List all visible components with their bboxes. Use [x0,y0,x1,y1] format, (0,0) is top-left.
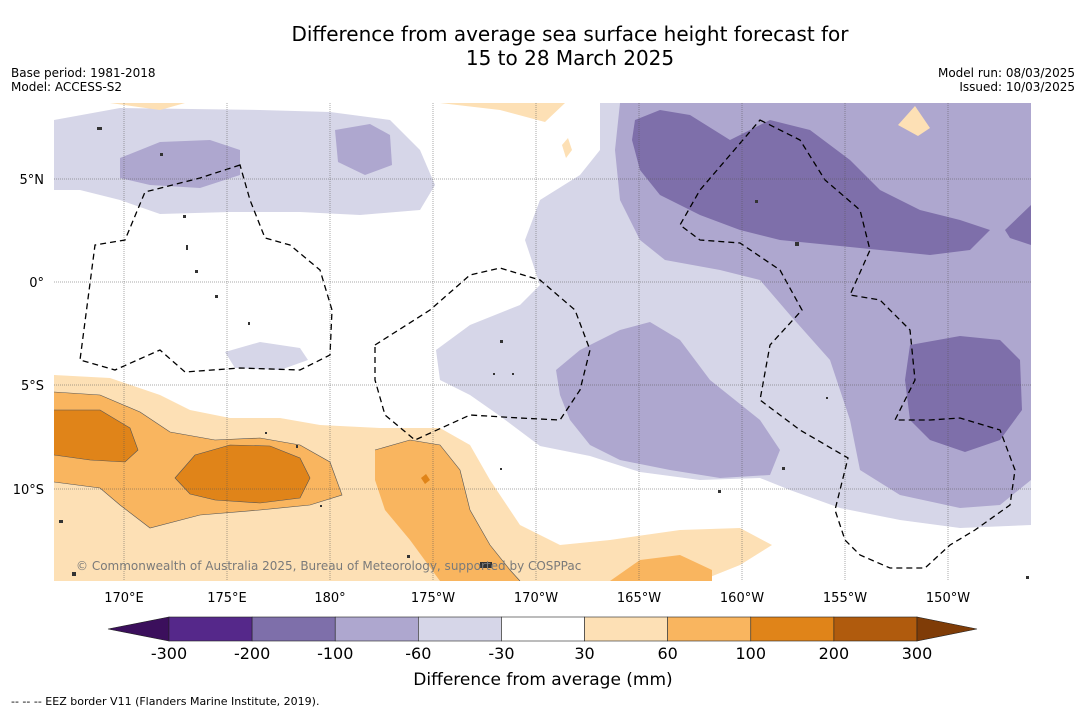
colorbar-tick-label: -100 [317,644,353,663]
colorbar-segment [833,616,918,642]
lat-label-5s: 5°S [21,379,44,394]
colorbar-tick-label: 300 [902,644,933,663]
colorbar-tick-label: -60 [405,644,431,663]
lon-label-160w: 160°W [720,591,764,606]
colorbar-title: Difference from average (mm) [413,670,672,690]
model-text: Model: ACCESS-S2 [11,80,123,94]
lat-labels: 5°N 0° 5°S 10°S [13,173,44,498]
colorbar-segment [334,616,419,642]
colorbar-segment [667,616,752,642]
colorbar-tick-label: 200 [819,644,850,663]
colorbar-segment [251,616,336,642]
model-run-text: Model run: 08/03/2025 [937,66,1075,80]
eez-legend-note: -- -- -- EEZ border V11 (Flanders Marine… [11,695,320,708]
region-dark-purple-north [632,110,990,255]
region-dark-purple-southeast [905,336,1022,452]
lon-labels: 170°E 175°E 180° 175°W 170°W 165°W 160°W… [104,591,970,606]
colorbar-segments [168,616,918,642]
region-mid-purple-island [335,124,392,175]
region-mid-purple-north [120,140,240,188]
lon-label-155w: 155°W [823,591,867,606]
lat-label-5n: 5°N [20,173,45,188]
lon-label-180: 180° [314,591,345,606]
region-dark-orange-center [175,445,310,503]
lat-label-10s: 10°S [13,483,44,498]
title-line-1: Difference from average sea surface heig… [291,22,849,46]
colorbar-segment [168,616,253,642]
colorbar-segment [584,616,668,642]
region-mid-purple-center [556,322,780,478]
lon-label-175w: 175°W [411,591,455,606]
colorbar-extend-low [107,616,170,642]
colorbar-tick-label: 60 [657,644,677,663]
colorbar-ticks: -300 -200 -100 -60 -30 30 60 100 200 300 [151,644,932,663]
region-mid-orange-east [610,555,712,581]
region-light-orange-spot-b [898,106,930,136]
info-right: Model run: 08/03/2025 Issued: 10/03/2025 [938,66,1075,94]
region-light-orange-top [440,103,565,122]
graticule [54,103,1031,581]
base-period-text: Base period: 1981-2018 [11,66,156,80]
lon-label-150w: 150°W [926,591,970,606]
colorbar-segment [750,616,835,642]
info-left: Base period: 1981-2018 Model: ACCESS-S2 [11,66,156,94]
map-credit: © Commonwealth of Australia 2025, Bureau… [76,559,581,573]
island-markers [59,127,1029,579]
region-mid-orange-center [375,440,520,581]
issued-text: Issued: 10/03/2025 [959,80,1075,94]
eez-borders [79,119,1016,569]
colorbar-segment [418,616,502,642]
colorbar-tick-label: -300 [151,644,187,663]
colorbar-tick-label: 100 [736,644,767,663]
lon-label-165w: 165°W [617,591,661,606]
region-dark-purple-edge [1005,205,1031,245]
region-light-orange-north [110,103,185,110]
colorbar-tick-label: 30 [574,644,594,663]
region-light-orange-spot-a [562,138,572,158]
colorbar-segment [501,616,585,642]
region-dark-orange-west [54,410,138,462]
lon-label-170e: 170°E [104,591,144,606]
contour-lines [54,391,521,581]
region-light-purple-small [225,342,308,370]
region-dark-orange-spot [421,474,430,484]
map-title: Difference from average sea surface heig… [0,22,1085,70]
colorbar: -300 -200 -100 -60 -30 30 60 100 200 300 Differen… [107,616,978,690]
map-field: © Commonwealth of Australia 2025, Bureau… [54,103,1031,581]
colorbar-tick-label: -200 [234,644,270,663]
lat-label-0: 0° [29,276,44,291]
lon-label-175e: 175°E [207,591,247,606]
title-line-2: 15 to 28 March 2025 [465,46,675,70]
colorbar-tick-label: -30 [488,644,514,663]
colorbar-extend-high [916,616,978,642]
lon-label-170w: 170°W [514,591,558,606]
